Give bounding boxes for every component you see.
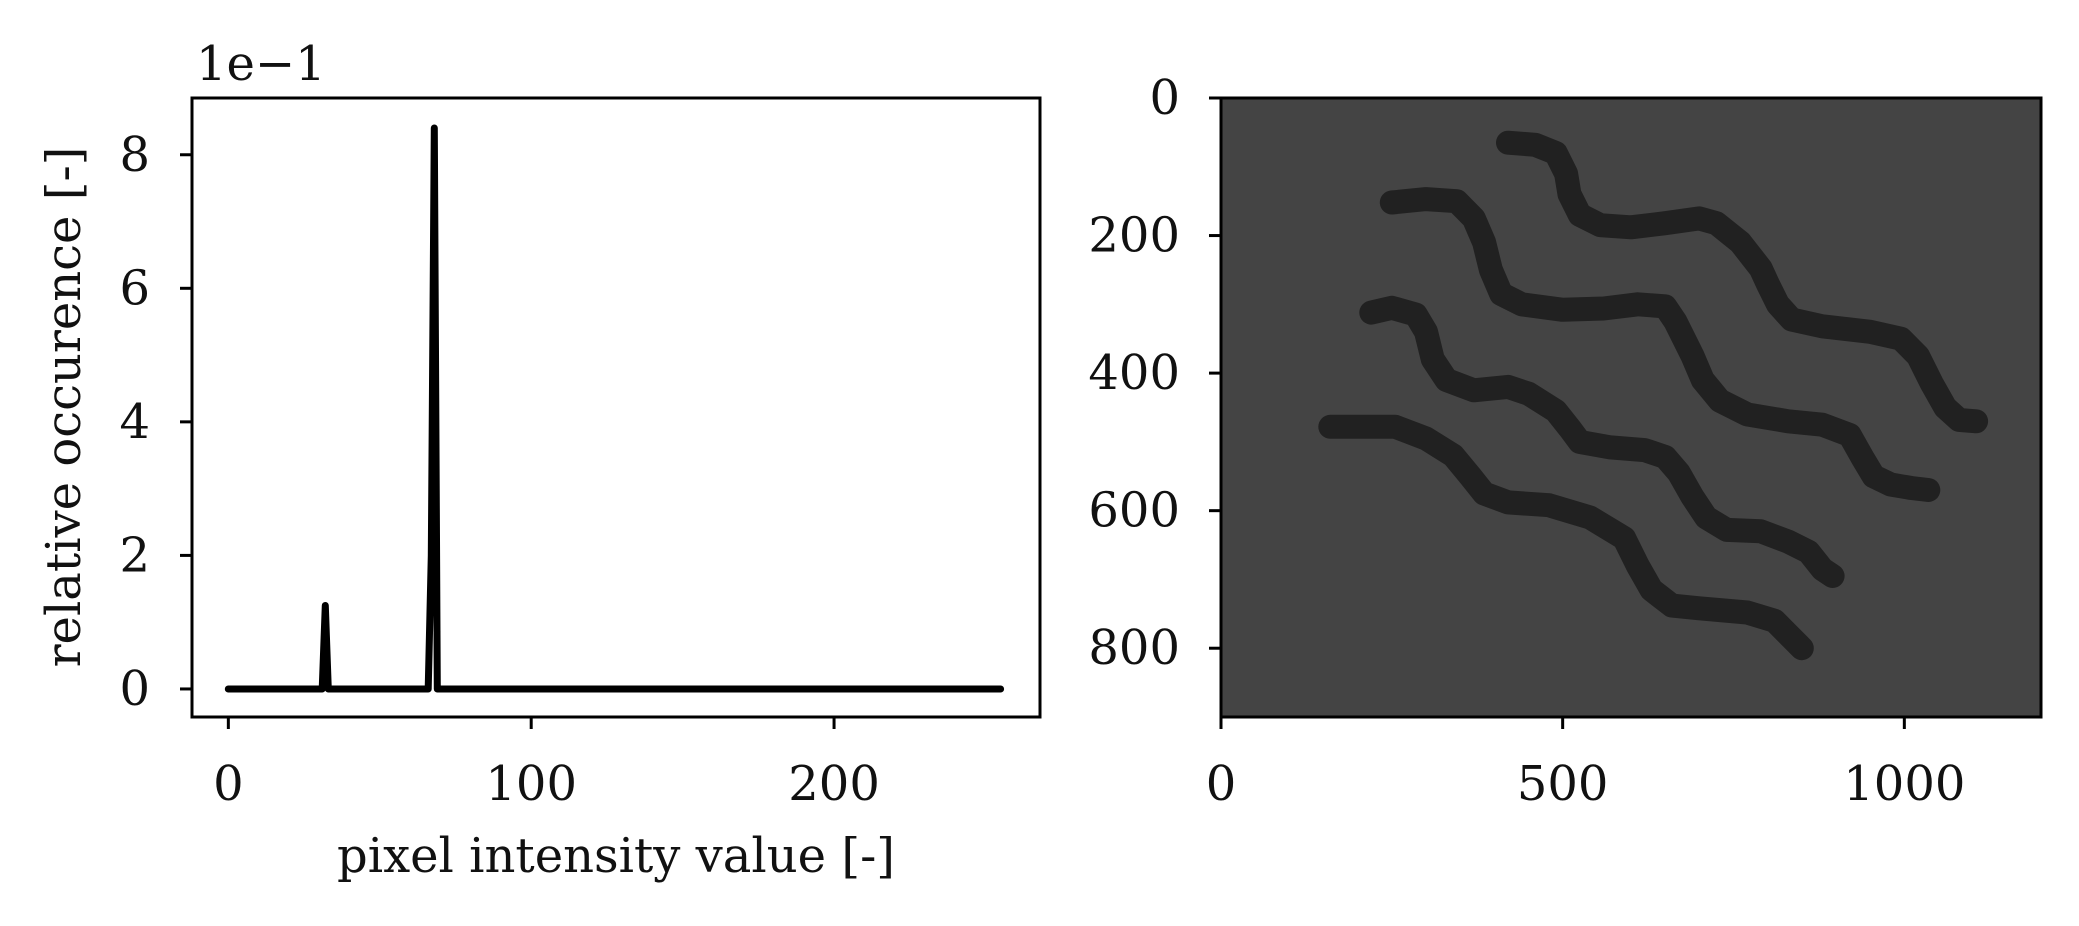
image-x-tick-label: 1000 [1843, 756, 1965, 812]
image-y-tick-label: 400 [1088, 345, 1180, 401]
image-strokes [1318, 130, 1989, 661]
histogram-y-ticks: 0 2 4 6 8 [119, 127, 192, 717]
histogram-offset-label: 1e−1 [196, 36, 326, 92]
histogram-y-axis-label: relative occurence [-] [36, 147, 92, 668]
image-background [1221, 98, 2041, 717]
histogram-y-tick-label: 4 [119, 394, 150, 450]
image-x-tick-label: 500 [1517, 756, 1609, 812]
image-panel: 0 500 1000 0 200 400 600 800 [1088, 70, 2043, 812]
histogram-y-tick-label: 6 [119, 260, 150, 316]
histogram-x-tick-label: 0 [213, 756, 244, 812]
image-stroke-3 [1379, 187, 1941, 502]
histogram-y-tick-label: 2 [119, 527, 150, 583]
image-y-tick-label: 200 [1088, 208, 1180, 264]
histogram-series-line [224, 124, 1005, 693]
histogram-y-tick-label: 0 [119, 661, 150, 717]
histogram-panel: 0 100 200 0 2 4 6 8 1e−1 pixel intensity value… [36, 36, 1042, 884]
image-stroke-1 [1318, 414, 1814, 661]
histogram-x-tick-label: 200 [788, 756, 880, 812]
histogram-x-axis-label: pixel intensity value [-] [337, 828, 895, 884]
image-axes-frame [1219, 96, 2043, 719]
histogram-y-tick-label: 8 [119, 127, 150, 183]
image-y-tick-label: 600 [1088, 483, 1180, 539]
histogram-plot-area [224, 124, 1005, 693]
histogram-axes-frame [190, 96, 1042, 719]
image-y-tick-label: 800 [1088, 620, 1180, 676]
image-stroke-2 [1359, 295, 1845, 588]
image-y-ticks: 0 200 400 600 800 [1088, 70, 1221, 676]
histogram-x-tick-label: 100 [485, 756, 577, 812]
image-x-tick-label: 0 [1206, 756, 1237, 812]
histogram-x-ticks: 0 100 200 [213, 717, 880, 812]
image-x-ticks: 0 500 1000 [1206, 717, 1965, 812]
image-y-tick-label: 0 [1149, 70, 1180, 126]
image-stroke-4 [1496, 130, 1989, 434]
